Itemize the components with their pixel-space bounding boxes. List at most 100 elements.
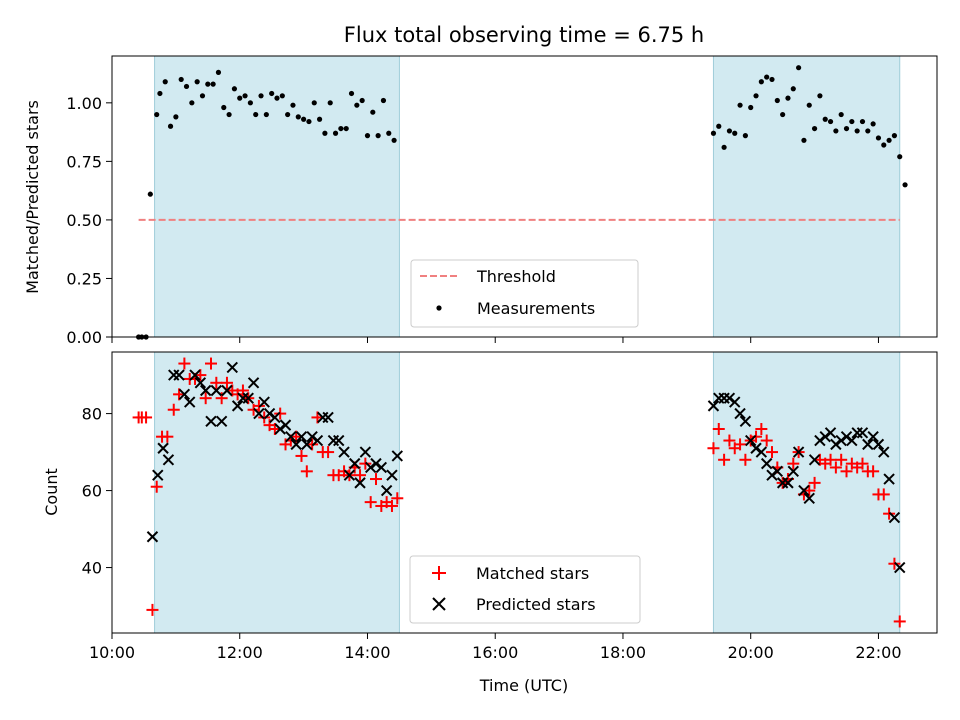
predicted-marker-b bbox=[349, 457, 361, 470]
predicted-marker-b bbox=[258, 396, 270, 408]
predicted-star-marker bbox=[830, 438, 842, 451]
predicted-marker-b bbox=[354, 477, 366, 489]
predicted-marker-b bbox=[333, 434, 345, 447]
matched-star-marker bbox=[824, 453, 837, 466]
predicted-marker-b bbox=[152, 469, 164, 481]
measurement-point bbox=[322, 130, 328, 136]
measurement-point bbox=[189, 100, 195, 106]
predicted-marker-b bbox=[803, 492, 815, 504]
predicted-marker-b bbox=[301, 438, 313, 451]
predicted-star-marker bbox=[162, 454, 175, 466]
predicted-marker-b bbox=[734, 407, 746, 420]
predicted-star-marker bbox=[343, 469, 356, 481]
predicted-marker-b bbox=[178, 388, 191, 401]
measurement-point bbox=[178, 76, 184, 83]
measurement-point bbox=[269, 90, 275, 97]
x-tick-label: 18:00 bbox=[600, 643, 646, 662]
measurement-point bbox=[859, 118, 866, 125]
matched-star-marker bbox=[867, 465, 880, 478]
measurements-legend-label: Measurements bbox=[477, 299, 595, 318]
predicted-marker-b bbox=[322, 411, 334, 424]
predicted-star-marker bbox=[199, 384, 212, 397]
measurement-point bbox=[215, 69, 222, 75]
measurement-point bbox=[162, 79, 168, 85]
bottom-y-axis-label: Count bbox=[42, 468, 61, 516]
predicted-marker-b bbox=[221, 384, 233, 397]
predicted-star-marker bbox=[734, 407, 746, 420]
predicted-star-marker bbox=[269, 411, 281, 424]
predicted-marker-b bbox=[846, 434, 858, 447]
predicted-marker-b bbox=[295, 430, 308, 443]
predicted-marker-b bbox=[830, 438, 842, 451]
predicted-marker-b bbox=[862, 438, 874, 451]
x-axis-label: Time (UTC) bbox=[479, 676, 568, 695]
matched-star-marker bbox=[210, 376, 223, 389]
predicted-marker-b bbox=[269, 411, 281, 424]
matched-star-marker bbox=[370, 473, 382, 486]
predicted-star-marker bbox=[242, 392, 254, 404]
predicted-star-marker bbox=[755, 446, 768, 458]
matched-star-marker bbox=[840, 465, 853, 478]
matched-legend-label: Matched stars bbox=[476, 564, 589, 583]
measurement-point bbox=[811, 125, 818, 132]
matched-star-marker bbox=[354, 469, 367, 482]
matched-star-marker bbox=[739, 453, 752, 466]
predicted-marker-b bbox=[824, 427, 837, 439]
measurement-point bbox=[785, 95, 791, 101]
predicted-star-marker bbox=[349, 457, 361, 470]
measurement-point bbox=[359, 97, 365, 104]
measurement-point bbox=[199, 93, 206, 99]
x-tick-label: 20:00 bbox=[728, 643, 774, 662]
predicted-star-marker bbox=[808, 454, 821, 466]
predicted-marker-b bbox=[739, 415, 752, 427]
matched-star-marker bbox=[385, 499, 398, 512]
predicted-star-marker bbox=[840, 430, 853, 443]
predicted-star-marker bbox=[766, 469, 778, 481]
measurement-point bbox=[306, 118, 312, 125]
predicted-star-marker bbox=[189, 369, 201, 381]
predicted-star-marker bbox=[883, 473, 895, 485]
x-tick-label: 10:00 bbox=[89, 643, 135, 662]
top-legend-box bbox=[410, 259, 639, 328]
predicted-marker-b bbox=[199, 384, 212, 397]
measurement-point bbox=[253, 111, 259, 118]
measurement-point bbox=[801, 137, 807, 143]
matched-star-marker bbox=[252, 399, 265, 412]
measurement-point bbox=[167, 123, 174, 129]
measurement-point bbox=[716, 123, 722, 129]
predicted-star-marker bbox=[178, 388, 191, 401]
predicted-star-marker bbox=[146, 531, 159, 543]
predicted-star-marker bbox=[856, 427, 869, 439]
predicted-star-marker bbox=[798, 484, 810, 497]
predicted-marker-b bbox=[242, 392, 254, 404]
measurement-point bbox=[886, 137, 892, 143]
predicted-marker-b bbox=[729, 396, 741, 408]
measurement-point bbox=[242, 93, 248, 99]
shaded-interval bbox=[154, 55, 400, 338]
top-legend: Threshold Measurements bbox=[410, 259, 639, 328]
measurement-point bbox=[891, 133, 898, 139]
predicted-star-marker bbox=[750, 442, 762, 454]
predicted-marker-b bbox=[338, 446, 350, 458]
matched-star-marker bbox=[755, 422, 768, 435]
matched-star-marker bbox=[359, 457, 372, 470]
predicted-marker-b bbox=[872, 438, 885, 451]
predicted-star-marker bbox=[819, 430, 831, 443]
matched-star-marker bbox=[150, 480, 163, 493]
matched-star-marker bbox=[364, 496, 377, 509]
predicted-marker-b bbox=[189, 369, 201, 381]
matched-star-marker bbox=[220, 376, 233, 389]
measurement-point bbox=[247, 100, 253, 106]
y-tick-label: 60 bbox=[82, 482, 102, 501]
y-tick-label: 40 bbox=[82, 559, 102, 578]
measurement-point bbox=[301, 116, 307, 122]
measurement-point bbox=[258, 93, 264, 99]
predicted-marker-b bbox=[210, 384, 223, 397]
matched-star-marker bbox=[893, 615, 906, 628]
top-plot: 0.00 0.25 0.50 0.75 1.00 Matched/Predicted s… bbox=[23, 55, 938, 347]
predicted-marker-b bbox=[215, 415, 228, 427]
measurement-point bbox=[764, 74, 770, 80]
measurement-point bbox=[822, 116, 828, 122]
predicted-marker-b bbox=[173, 369, 185, 381]
predicted-star-marker bbox=[285, 430, 297, 443]
